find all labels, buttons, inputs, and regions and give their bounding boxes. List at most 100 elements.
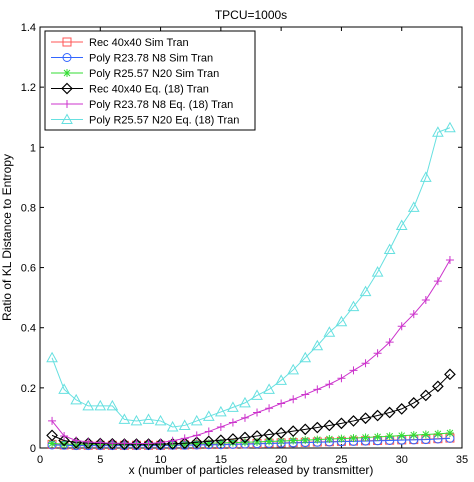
data-point bbox=[82, 399, 95, 411]
data-point bbox=[192, 431, 201, 440]
data-point bbox=[421, 296, 430, 305]
legend-item: Poly R23.78 N8 Eq. (18) Tran bbox=[51, 99, 233, 111]
x-tick-label: 30 bbox=[396, 454, 408, 466]
data-point bbox=[395, 219, 408, 230]
data-point bbox=[323, 419, 336, 432]
x-tick-label: 10 bbox=[154, 454, 166, 466]
legend-label: Poly R23.78 N8 Eq. (18) Tran bbox=[89, 99, 233, 111]
data-point bbox=[120, 439, 129, 448]
legend-marker bbox=[63, 69, 71, 77]
data-point bbox=[118, 413, 131, 424]
legend-label: Poly R23.78 N8 Sim Tran bbox=[89, 53, 213, 65]
legend-label: Poly R25.57 N20 Eq. (18) Tran bbox=[89, 115, 239, 127]
data-point bbox=[287, 425, 300, 438]
data-point bbox=[395, 403, 408, 415]
data-point bbox=[215, 434, 227, 447]
data-point bbox=[263, 383, 275, 394]
data-point bbox=[397, 322, 406, 331]
data-point bbox=[385, 338, 394, 347]
legend-marker bbox=[61, 113, 73, 124]
x-axis-label: x (number of particles released by trans… bbox=[129, 463, 374, 477]
y-tick-label: 1.2 bbox=[21, 82, 36, 94]
data-point bbox=[240, 413, 249, 422]
data-point bbox=[156, 438, 165, 447]
data-point bbox=[166, 420, 179, 432]
data-point bbox=[301, 436, 310, 445]
data-point bbox=[48, 416, 57, 425]
data-point bbox=[277, 399, 286, 408]
data-point bbox=[409, 431, 418, 440]
legend-marker bbox=[61, 82, 73, 95]
data-point bbox=[349, 366, 358, 375]
data-point bbox=[204, 439, 213, 448]
data-point bbox=[228, 438, 237, 447]
data-point bbox=[444, 368, 456, 381]
data-point bbox=[397, 431, 406, 440]
data-point bbox=[216, 422, 225, 431]
y-tick-label: 1.4 bbox=[21, 22, 36, 34]
data-point bbox=[337, 374, 346, 383]
data-point bbox=[215, 405, 227, 417]
data-point bbox=[335, 315, 348, 327]
legend: Rec 40x40 Sim Tran Poly R23.78 N8 Sim Tra… bbox=[44, 30, 256, 131]
x-tick-label: 15 bbox=[215, 454, 227, 466]
data-point bbox=[433, 429, 442, 438]
data-point bbox=[275, 427, 287, 439]
data-point bbox=[371, 409, 384, 422]
data-point bbox=[190, 436, 203, 449]
x-tick-label: 35 bbox=[456, 454, 468, 466]
data-point bbox=[142, 438, 155, 450]
data-point bbox=[72, 436, 81, 445]
data-point bbox=[46, 429, 58, 442]
data-point bbox=[227, 433, 239, 445]
legend-item: Rec 40x40 Eq. (18) Tran bbox=[51, 82, 209, 96]
data-point bbox=[359, 285, 372, 297]
data-point bbox=[421, 430, 430, 439]
plot-area: 0 5 10 15 20 25 30 35 0 0.2 0.4 0.6 0.8 1 1.2 1.4 bbox=[21, 22, 468, 466]
data-point bbox=[287, 363, 300, 375]
series-line bbox=[52, 437, 450, 447]
data-point bbox=[419, 389, 432, 402]
data-point bbox=[347, 300, 360, 312]
data-point bbox=[373, 349, 382, 358]
data-point bbox=[48, 439, 57, 448]
legend-box bbox=[44, 30, 256, 131]
data-point bbox=[190, 414, 203, 426]
data-point bbox=[58, 434, 70, 447]
data-point bbox=[311, 339, 324, 351]
data-point bbox=[70, 393, 83, 405]
data-point bbox=[445, 428, 454, 437]
data-point bbox=[323, 326, 336, 337]
data-point bbox=[361, 433, 370, 442]
data-point bbox=[204, 427, 213, 436]
data-point bbox=[335, 417, 348, 430]
data-point bbox=[130, 414, 143, 426]
data-point bbox=[178, 437, 191, 450]
legend-marker bbox=[62, 53, 72, 62]
data-point bbox=[228, 418, 237, 427]
data-point bbox=[277, 437, 286, 446]
data-point bbox=[94, 399, 107, 411]
legend-item: Poly R23.78 N8 Sim Tran bbox=[51, 53, 213, 65]
data-point bbox=[313, 385, 322, 394]
data-point bbox=[239, 396, 251, 408]
data-point bbox=[313, 435, 322, 444]
data-point bbox=[289, 436, 298, 445]
data-point bbox=[180, 439, 189, 448]
legend-marker bbox=[62, 37, 72, 47]
data-point bbox=[106, 399, 119, 411]
x-tick-label: 0 bbox=[37, 454, 43, 466]
data-point bbox=[192, 439, 201, 448]
data-point bbox=[337, 434, 346, 443]
data-point bbox=[84, 437, 93, 446]
y-tick-label: 0.4 bbox=[21, 323, 36, 335]
legend-label: Rec 40x40 Eq. (18) Tran bbox=[89, 84, 209, 96]
series-line bbox=[51, 127, 451, 428]
y-tick-label: 0.8 bbox=[21, 202, 36, 214]
data-point bbox=[373, 432, 382, 441]
data-point bbox=[251, 430, 263, 442]
data-point bbox=[325, 434, 334, 443]
chart-title: TPCU=1000s bbox=[215, 8, 287, 22]
data-point bbox=[132, 439, 141, 448]
